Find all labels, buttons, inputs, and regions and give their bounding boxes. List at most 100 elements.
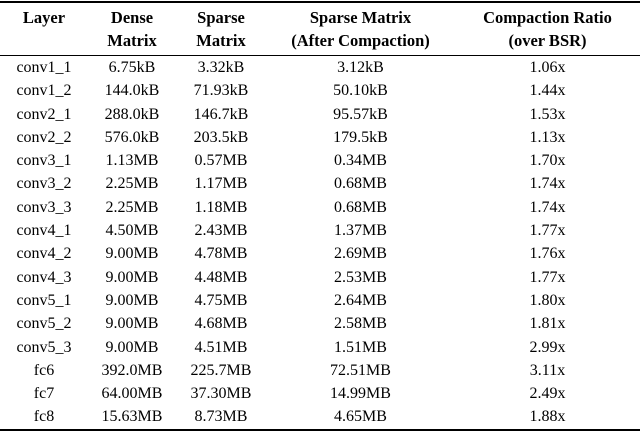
header-line-2: (over BSR) — [508, 30, 587, 50]
cell-sparse-matrix-after-compaction: 2.64MB — [334, 291, 387, 309]
cell-sparse-matrix-after-compaction: 2.58MB — [334, 315, 387, 333]
table-row: conv3_1 1.13MB 0.57MB 0.34MB 1.70x — [0, 149, 640, 172]
cell-dense-matrix: 392.0MB — [101, 361, 163, 379]
col-header-compaction-ratio: Compaction Ratio (over BSR) — [455, 2, 640, 56]
cell-dense-matrix: 9.00MB — [105, 338, 159, 356]
table-row: conv1_1 6.75kB 3.32kB 3.12kB 1.06x — [0, 56, 640, 80]
cell-layer: conv3_2 — [16, 175, 72, 193]
cell-layer: fc7 — [33, 385, 55, 403]
cell-dense-matrix: 64.00MB — [101, 385, 163, 403]
cell-dense-matrix: 576.0kB — [104, 128, 160, 146]
cell-dense-matrix: 15.63MB — [101, 408, 163, 426]
cell-dense-matrix: 1.13MB — [105, 152, 159, 170]
cell-compaction-ratio: 1.80x — [529, 291, 566, 309]
cell-layer: fc8 — [33, 408, 55, 426]
header-row: Layer Dense Matrix Sparse Matrix Sparse … — [0, 2, 640, 56]
cell-sparse-matrix-after-compaction: 0.68MB — [334, 198, 387, 216]
cell-sparse-matrix-after-compaction: 0.68MB — [334, 175, 387, 193]
cell-layer: conv1_2 — [16, 82, 72, 100]
cell-layer: conv3_1 — [16, 152, 72, 170]
cell-sparse-matrix-after-compaction: 72.51MB — [330, 361, 391, 379]
table-row: conv3_3 2.25MB 1.18MB 0.68MB 1.74x — [0, 196, 640, 219]
cell-compaction-ratio: 1.77x — [529, 268, 566, 286]
cell-sparse-matrix: 146.7kB — [193, 105, 249, 123]
cell-sparse-matrix-after-compaction: 1.37MB — [334, 222, 387, 240]
compaction-table: Layer Dense Matrix Sparse Matrix Sparse … — [0, 1, 640, 431]
col-header-layer: Layer — [0, 2, 88, 56]
cell-layer: conv2_1 — [16, 105, 72, 123]
table-row: conv2_2 576.0kB 203.5kB 179.5kB 1.13x — [0, 126, 640, 149]
cell-sparse-matrix-after-compaction: 3.12kB — [337, 59, 384, 76]
cell-compaction-ratio: 1.81x — [529, 315, 566, 333]
col-header-dense-matrix: Dense Matrix — [88, 2, 176, 56]
cell-sparse-matrix-after-compaction: 4.65MB — [334, 408, 387, 426]
cell-sparse-matrix-after-compaction: 95.57kB — [333, 105, 388, 123]
cell-compaction-ratio: 3.11x — [529, 361, 566, 379]
cell-compaction-ratio: 1.77x — [529, 222, 566, 240]
cell-sparse-matrix-after-compaction: 1.51MB — [334, 338, 387, 356]
cell-dense-matrix: 9.00MB — [105, 315, 159, 333]
cell-layer: conv5_2 — [16, 315, 72, 333]
header-line-2: (After Compaction) — [291, 30, 430, 50]
table-row: conv5_1 9.00MB 4.75MB 2.64MB 1.80x — [0, 289, 640, 312]
cell-sparse-matrix: 4.75MB — [194, 291, 248, 309]
header-line-1: Sparse Matrix — [309, 8, 412, 27]
table-row: conv4_1 4.50MB 2.43MB 1.37MB 1.77x — [0, 219, 640, 242]
cell-dense-matrix: 2.25MB — [105, 175, 159, 193]
cell-layer: conv4_1 — [16, 222, 72, 240]
cell-sparse-matrix-after-compaction: 14.99MB — [330, 385, 391, 403]
col-header-sparse-matrix: Sparse Matrix — [176, 2, 266, 56]
cell-dense-matrix: 9.00MB — [105, 245, 159, 263]
cell-compaction-ratio: 1.76x — [529, 245, 566, 263]
cell-layer: conv4_3 — [16, 268, 72, 286]
cell-dense-matrix: 6.75kB — [108, 59, 156, 76]
cell-dense-matrix: 9.00MB — [105, 268, 159, 286]
cell-compaction-ratio: 2.49x — [529, 385, 566, 403]
cell-sparse-matrix: 37.30MB — [190, 385, 252, 403]
cell-layer: fc6 — [33, 361, 55, 379]
cell-sparse-matrix-after-compaction: 179.5kB — [333, 128, 388, 146]
cell-sparse-matrix: 3.32kB — [197, 59, 245, 76]
cell-compaction-ratio: 1.44x — [529, 82, 566, 100]
cell-sparse-matrix: 4.48MB — [194, 268, 248, 286]
cell-compaction-ratio: 1.06x — [529, 59, 566, 76]
cell-layer: conv2_2 — [16, 128, 72, 146]
cell-compaction-ratio: 1.74x — [529, 175, 566, 193]
cell-sparse-matrix: 4.78MB — [194, 245, 248, 263]
table-body: conv1_1 6.75kB 3.32kB 3.12kB 1.06x conv1_2 144… — [0, 56, 640, 430]
cell-sparse-matrix: 1.18MB — [194, 198, 248, 216]
header-line-1: Compaction Ratio — [483, 8, 612, 27]
cell-dense-matrix: 9.00MB — [105, 291, 159, 309]
cell-sparse-matrix: 4.68MB — [194, 315, 248, 333]
table-row: fc8 15.63MB 8.73MB 4.65MB 1.88x — [0, 405, 640, 429]
cell-sparse-matrix: 1.17MB — [194, 175, 248, 193]
table-header: Layer Dense Matrix Sparse Matrix Sparse … — [0, 2, 640, 56]
cell-sparse-matrix-after-compaction: 2.69MB — [334, 245, 387, 263]
header-line-2: Matrix — [107, 30, 157, 50]
cell-sparse-matrix: 0.57MB — [194, 152, 248, 170]
header-line-1: Sparse — [197, 8, 245, 27]
cell-compaction-ratio: 2.99x — [529, 338, 566, 356]
cell-compaction-ratio: 1.70x — [529, 152, 566, 170]
table-row: conv3_2 2.25MB 1.17MB 0.68MB 1.74x — [0, 172, 640, 195]
cell-compaction-ratio: 1.74x — [529, 198, 566, 216]
table-row: fc7 64.00MB 37.30MB 14.99MB 2.49x — [0, 382, 640, 405]
cell-compaction-ratio: 1.88x — [529, 408, 566, 426]
cell-layer: conv5_3 — [16, 338, 72, 356]
cell-dense-matrix: 288.0kB — [104, 105, 160, 123]
cell-layer: conv1_1 — [16, 59, 72, 76]
cell-compaction-ratio: 1.53x — [529, 105, 566, 123]
header-line-2: Matrix — [196, 30, 246, 50]
cell-layer: conv4_2 — [16, 245, 72, 263]
header-line-1: Dense — [110, 8, 154, 27]
table-row: fc6 392.0MB 225.7MB 72.51MB 3.11x — [0, 359, 640, 382]
cell-sparse-matrix: 71.93kB — [193, 82, 249, 100]
table-row: conv1_2 144.0kB 71.93kB 50.10kB 1.44x — [0, 79, 640, 102]
header-line-2 — [0, 30, 88, 53]
cell-sparse-matrix: 203.5kB — [193, 128, 249, 146]
table-row: conv4_3 9.00MB 4.48MB 2.53MB 1.77x — [0, 266, 640, 289]
cell-sparse-matrix: 2.43MB — [194, 222, 248, 240]
cell-sparse-matrix-after-compaction: 2.53MB — [334, 268, 387, 286]
col-header-sparse-matrix-after-compaction: Sparse Matrix (After Compaction) — [266, 2, 455, 56]
